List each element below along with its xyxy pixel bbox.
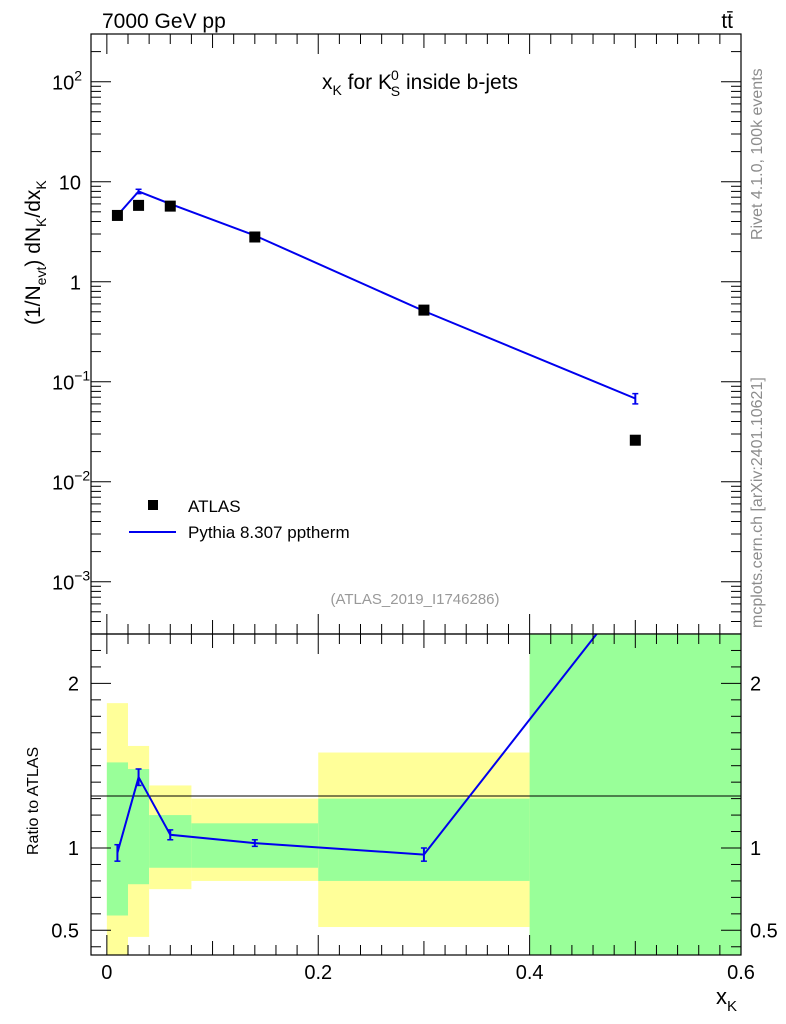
main-plot-frame — [90, 33, 742, 635]
main-ytick-label: 102 — [52, 68, 82, 95]
main-ytick-label: 10−3 — [52, 568, 90, 595]
ratio-plot-frame — [90, 633, 742, 956]
legend-atlas-label: ATLAS — [188, 497, 241, 516]
ratio-green-band — [149, 815, 192, 868]
atlas-point — [111, 209, 123, 221]
atlas-point — [133, 199, 145, 211]
ratio-bands — [106, 634, 741, 955]
ratio-ytick-label-right: 2 — [750, 673, 761, 695]
main-axis-ticks: 10−3 10−2 10−1 1 10 102 — [52, 33, 742, 635]
legend-atlas-marker — [148, 500, 158, 510]
atlas-point — [629, 434, 641, 446]
main-ytick-label: 1 — [70, 273, 81, 295]
ratio-green-band — [318, 798, 530, 881]
legend: ATLAS Pythia 8.307 pptherm — [129, 497, 350, 542]
rivet-label: Rivet 4.1.0, 100k events — [749, 68, 766, 240]
source-label: mcplots.cern.ch [arXiv:2401.10621] — [749, 377, 766, 628]
ratio-ylabel: Ratio to ATLAS — [25, 747, 42, 855]
ratio-axis-ticks: 0 0.2 0.4 0.6 0.5 0.5 1 1 2 2 — [51, 634, 778, 984]
ratio-xtick-label: 0.2 — [304, 962, 332, 984]
main-data-marks — [111, 188, 641, 446]
ratio-green-band — [529, 634, 741, 955]
ratio-ytick-label-right: 1 — [750, 838, 761, 860]
atlas-point — [418, 304, 430, 316]
atlas-point — [164, 200, 176, 212]
main-ytick-label: 10 — [59, 173, 81, 195]
ratio-xtick-label: 0.4 — [516, 962, 544, 984]
process-label: tt̄ — [721, 10, 733, 33]
ratio-green-band — [127, 768, 150, 885]
ratio-plot: 0 0.2 0.4 0.6 0.5 0.5 1 1 2 2 Ratio to ATLAS xK — [25, 633, 778, 1015]
main-plot: 10−3 10−2 10−1 1 10 102 xK for K0 S inside b-j… — [22, 33, 742, 635]
ratio-ytick-label: 2 — [68, 673, 79, 695]
main-ytick-label: 10−1 — [52, 368, 90, 395]
main-ytick-label: 10−2 — [52, 468, 90, 495]
ratio-xlabel: xK — [716, 984, 737, 1015]
energy-label: 7000 GeV pp — [102, 10, 226, 33]
ratio-ytick-label-right: 0.5 — [750, 920, 778, 942]
ratio-xtick-label: 0.6 — [727, 962, 755, 984]
atlas-point — [249, 231, 261, 243]
ratio-data-marks — [114, 633, 598, 862]
ratio-ytick-label: 1 — [68, 838, 79, 860]
pythia-line — [116, 190, 636, 400]
ratio-pythia-line — [116, 633, 598, 856]
ratio-ytick-label: 0.5 — [51, 920, 79, 942]
legend-pythia-label: Pythia 8.307 pptherm — [188, 523, 350, 542]
reference-label: (ATLAS_2019_I1746286) — [330, 591, 499, 608]
main-title: xK for K0 S inside b-jets — [322, 67, 518, 99]
ratio-green-band — [106, 762, 128, 916]
ratio-xtick-label: 0 — [101, 962, 112, 984]
main-ylabel: (1/Nevt) dNK/dxK — [22, 180, 49, 325]
